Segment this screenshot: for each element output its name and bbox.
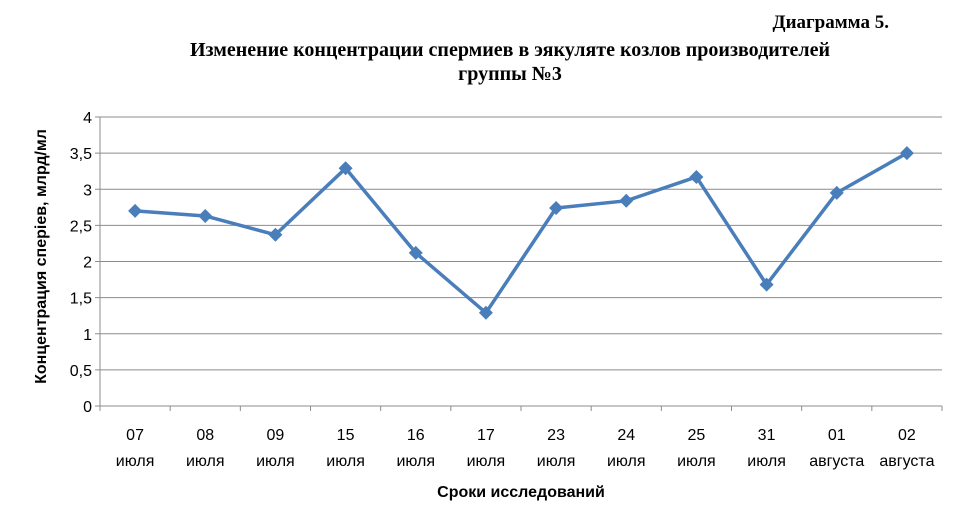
x-tick-label-month: июля	[747, 453, 786, 470]
x-tick-label-day: 25	[688, 427, 706, 444]
x-tick-label-month: июля	[537, 453, 576, 470]
x-tick-label-day: 16	[407, 427, 425, 444]
x-tick-label-month: августа	[809, 453, 864, 470]
data-point-marker	[759, 277, 774, 292]
x-tick-label-day: 31	[758, 427, 776, 444]
x-axis-title: Сроки исследований	[437, 484, 605, 501]
y-tick-label: 1	[83, 327, 92, 344]
x-tick-label-month: июля	[467, 453, 506, 470]
data-point-marker	[829, 185, 844, 200]
y-tick-label: 4	[83, 110, 92, 127]
data-point-marker	[549, 201, 564, 216]
data-point-marker	[689, 169, 704, 184]
x-tick-label-month: июля	[116, 453, 155, 470]
y-tick-label: 1,5	[70, 291, 92, 308]
data-point-marker	[268, 227, 283, 242]
x-tick-labels: 07 июля 08 июля 09 июля 15 июля 16 июля 17 июля 23 ию…	[99, 406, 943, 470]
data-point-marker	[478, 305, 493, 320]
x-tick-label-month: июля	[396, 453, 435, 470]
chart-title: Изменение концентрации спермиев в эякуля…	[100, 38, 920, 86]
series-layer	[128, 146, 914, 320]
data-point-marker	[338, 161, 353, 176]
x-tick-label-day: 17	[477, 427, 495, 444]
x-tick-label-day: 24	[617, 427, 635, 444]
y-axis-title: Концентрация сперiев, млрд/мл	[33, 129, 50, 384]
data-point-marker	[198, 208, 213, 223]
y-tick-label: 2	[83, 255, 92, 272]
x-tick-label-day: 07	[126, 427, 144, 444]
x-tick-label-day: 23	[547, 427, 565, 444]
series-line	[134, 151, 908, 315]
y-tick-label: 0	[83, 399, 92, 416]
chart-title-line-1: Изменение концентрации спермиев в эякуля…	[189, 39, 831, 61]
data-point-marker	[128, 203, 143, 218]
y-tick-label: 0,5	[70, 363, 92, 380]
y-tick-label: 3	[83, 182, 92, 199]
y-tick-labels: 0 0,5 1 1,5 2 2,5 3 3,5 4	[70, 110, 92, 416]
x-tick-label-day: 15	[337, 427, 355, 444]
diagram-caption: Диаграмма 5.	[772, 12, 889, 33]
y-tick-label: 3,5	[70, 146, 92, 163]
x-tick-label-month: июля	[256, 453, 295, 470]
x-tick-label-month: июля	[607, 453, 646, 470]
x-tick-label-month: июля	[677, 453, 716, 470]
x-tick-label-month: июля	[326, 453, 365, 470]
x-tick-label-day: 01	[828, 427, 846, 444]
chart-title-line-2: группы №3	[458, 63, 562, 85]
y-tick-label: 2,5	[70, 218, 92, 235]
x-tick-label-day: 09	[267, 427, 285, 444]
x-tick-label-month: августа	[879, 453, 934, 470]
x-tick-label-month: июля	[186, 453, 225, 470]
x-tick-label-day: 08	[196, 427, 214, 444]
data-point-marker	[619, 193, 634, 208]
data-point-marker	[408, 245, 423, 260]
x-tick-label-day: 02	[898, 427, 916, 444]
data-point-marker	[899, 146, 914, 161]
